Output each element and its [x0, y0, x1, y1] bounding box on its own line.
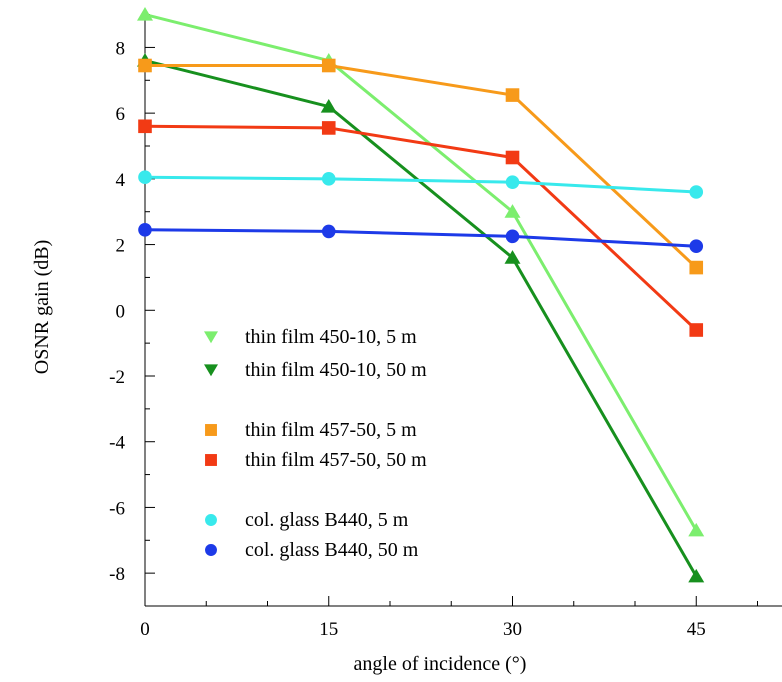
legend-marker: [204, 364, 218, 377]
data-point: [504, 204, 521, 218]
data-point: [321, 121, 336, 135]
y-tick-label: -4: [109, 433, 125, 454]
legend-marker: [205, 514, 217, 526]
y-tick-label: 6: [116, 104, 126, 125]
x-tick-label: 15: [319, 619, 338, 640]
series-layer: [137, 6, 705, 583]
data-point: [138, 222, 152, 237]
y-tick-label: -2: [109, 367, 125, 388]
legend-label: thin film 450-10, 5 m: [245, 326, 417, 348]
legend-label: thin film 450-10, 50 m: [245, 359, 427, 381]
legend-label: thin film 457-50, 5 m: [245, 419, 417, 441]
legend-marker: [205, 454, 217, 466]
data-point: [688, 568, 705, 583]
y-tick-label: 0: [116, 301, 126, 322]
legend-item: col. glass B440, 50 m: [205, 539, 419, 561]
y-tick-label: 8: [116, 38, 126, 59]
series-line: [145, 64, 698, 269]
data-point: [505, 88, 520, 102]
series-5: [138, 170, 704, 199]
y-axis: -8 -6 -4 -2 0 2 4 6 8: [109, 8, 155, 607]
y-axis-title: OSNR gain (dB): [31, 240, 53, 374]
series-4: [138, 119, 704, 337]
y-tick-label: -6: [109, 498, 125, 519]
x-tick-label: 0: [140, 619, 150, 640]
series-3: [138, 58, 704, 275]
legend-label: col. glass B440, 50 m: [245, 539, 419, 561]
data-point: [321, 224, 336, 239]
data-point: [321, 172, 336, 186]
series-line: [144, 59, 698, 578]
legend: thin film 450-10, 5 m thin film 450-10, 5…: [204, 326, 427, 561]
x-tick-label: 30: [503, 619, 522, 640]
x-axis: 0 15 30 45: [140, 596, 782, 640]
data-point: [138, 58, 152, 73]
data-point: [689, 185, 704, 199]
legend-marker: [205, 424, 217, 436]
legend-marker: [204, 331, 218, 344]
data-point: [689, 323, 704, 337]
data-point: [504, 250, 521, 264]
y-tick-label: 4: [116, 170, 126, 191]
series-line: [144, 124, 698, 332]
data-point: [505, 175, 520, 189]
y-tick-label: 2: [116, 236, 126, 257]
series-line: [144, 175, 697, 194]
data-point: [138, 170, 152, 185]
data-point: [505, 229, 520, 244]
data-point: [321, 58, 336, 73]
legend-item: thin film 457-50, 5 m: [205, 419, 417, 441]
legend-item: thin film 450-10, 5 m: [204, 326, 417, 348]
series-line: [144, 228, 697, 248]
legend-item: thin film 450-10, 50 m: [204, 359, 427, 381]
data-point: [138, 119, 152, 134]
series-line: [144, 13, 698, 532]
series-2: [137, 52, 705, 583]
data-point: [320, 98, 337, 113]
legend-item: thin film 457-50, 50 m: [205, 449, 427, 471]
legend-marker: [205, 544, 217, 556]
data-point: [505, 150, 520, 165]
legend-label: col. glass B440, 5 m: [245, 509, 409, 531]
legend-item: col. glass B440, 5 m: [205, 509, 409, 531]
legend-label: thin film 457-50, 50 m: [245, 449, 427, 471]
series-6: [138, 222, 704, 254]
data-point: [689, 260, 704, 275]
x-tick-label: 45: [687, 619, 706, 640]
x-axis-title: angle of incidence (°): [354, 653, 527, 675]
y-tick-label: -8: [109, 564, 125, 585]
data-point: [689, 239, 704, 254]
data-point: [688, 522, 705, 537]
data-point: [137, 6, 153, 21]
